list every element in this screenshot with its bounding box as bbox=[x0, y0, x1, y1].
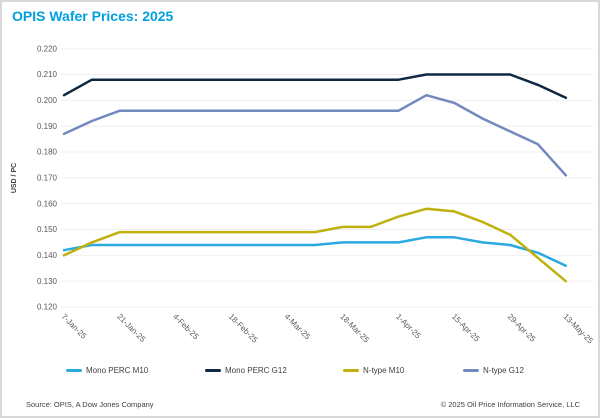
ntype-g12-swatch-icon bbox=[463, 368, 479, 372]
svg-text:4-Feb-25: 4-Feb-25 bbox=[171, 312, 201, 342]
svg-text:0.160: 0.160 bbox=[37, 199, 58, 208]
price-line-chart: 0.220 0.210 0.200 0.190 0.180 0.170 0.160 0.150… bbox=[11, 44, 595, 346]
source-attribution: Source: OPIS, A Dow Jones Company bbox=[26, 400, 154, 409]
svg-text:USD / PC: USD / PC bbox=[11, 163, 18, 193]
svg-text:21-Jan-25: 21-Jan-25 bbox=[115, 312, 147, 344]
svg-text:0.200: 0.200 bbox=[37, 96, 58, 105]
legend-label: N-type M10 bbox=[363, 365, 405, 375]
svg-text:0.190: 0.190 bbox=[37, 122, 58, 131]
svg-text:4-Mar-25: 4-Mar-25 bbox=[283, 312, 313, 342]
legend-label: Mono PERC G12 bbox=[225, 365, 287, 375]
svg-text:18-Mar-25: 18-Mar-25 bbox=[338, 312, 371, 345]
svg-text:0.120: 0.120 bbox=[37, 303, 58, 312]
copyright-notice: © 2025 Oil Price Information Service, LL… bbox=[440, 400, 580, 409]
svg-text:0.150: 0.150 bbox=[37, 225, 58, 234]
legend-item-mono-perc-g12: Mono PERC G12 bbox=[205, 362, 287, 378]
mono-perc-m10-swatch-icon bbox=[66, 368, 82, 372]
svg-text:29-Apr-25: 29-Apr-25 bbox=[506, 312, 538, 344]
svg-text:15-Apr-25: 15-Apr-25 bbox=[450, 312, 482, 344]
legend-label: N-type G12 bbox=[483, 365, 524, 375]
svg-text:0.170: 0.170 bbox=[37, 173, 58, 182]
svg-text:0.130: 0.130 bbox=[37, 277, 58, 286]
mono-perc-g12-swatch-icon bbox=[205, 368, 221, 372]
ntype-m10-swatch-icon bbox=[343, 368, 359, 372]
svg-text:13-May-25: 13-May-25 bbox=[561, 312, 595, 346]
svg-text:18-Feb-25: 18-Feb-25 bbox=[227, 312, 260, 345]
legend-item-ntype-g12: N-type G12 bbox=[463, 362, 524, 378]
chart-legend: Mono PERC M10 Mono PERC G12 N-type M10 N… bbox=[2, 362, 598, 378]
svg-text:7-Jan-25: 7-Jan-25 bbox=[60, 312, 89, 341]
legend-item-mono-perc-m10: Mono PERC M10 bbox=[66, 362, 148, 378]
legend-item-ntype-m10: N-type M10 bbox=[343, 362, 404, 378]
legend-label: Mono PERC M10 bbox=[86, 365, 149, 375]
svg-text:0.220: 0.220 bbox=[37, 44, 58, 53]
svg-text:1-Apr-25: 1-Apr-25 bbox=[394, 312, 423, 341]
svg-text:0.180: 0.180 bbox=[37, 148, 58, 157]
svg-text:0.210: 0.210 bbox=[37, 70, 58, 79]
page-title: OPIS Wafer Prices: 2025 bbox=[12, 8, 174, 24]
svg-text:0.140: 0.140 bbox=[37, 251, 58, 260]
